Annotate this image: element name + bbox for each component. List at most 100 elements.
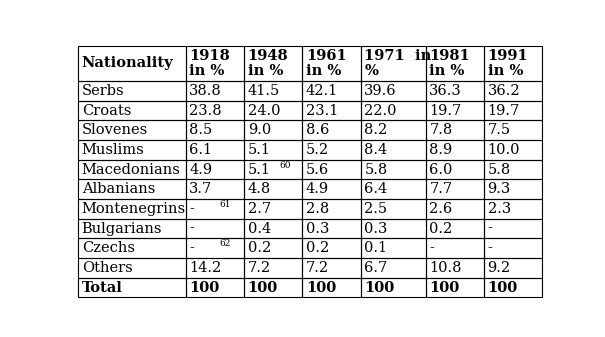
Bar (78, 45, 186, 81)
Bar (361, 179, 425, 199)
Text: 0.2: 0.2 (247, 241, 271, 255)
Bar (244, 160, 302, 179)
Bar (425, 140, 484, 160)
Bar (361, 238, 425, 258)
Bar (425, 101, 484, 120)
Bar (186, 81, 244, 101)
Bar (484, 140, 542, 160)
Text: 5.1: 5.1 (247, 162, 270, 177)
Text: 42.1: 42.1 (306, 84, 338, 98)
Text: 100: 100 (364, 280, 394, 295)
Text: 0.2: 0.2 (430, 221, 453, 236)
Bar (484, 101, 542, 120)
Text: 5.8: 5.8 (364, 162, 388, 177)
Bar (484, 238, 542, 258)
Text: 19.7: 19.7 (488, 103, 520, 118)
Text: in %: in % (488, 64, 523, 78)
Bar (244, 120, 302, 140)
Text: in %: in % (306, 64, 341, 78)
Text: 8.5: 8.5 (189, 123, 212, 137)
Bar (361, 219, 425, 238)
Bar (361, 258, 425, 278)
Text: 61: 61 (220, 200, 231, 209)
Bar (78, 140, 186, 160)
Bar (78, 160, 186, 179)
Text: Slovenes: Slovenes (82, 123, 148, 137)
Text: 23.8: 23.8 (189, 103, 222, 118)
Bar (302, 120, 361, 140)
Bar (361, 120, 425, 140)
Text: 1918: 1918 (189, 49, 230, 63)
Bar (186, 219, 244, 238)
Text: 1971  in: 1971 in (364, 49, 431, 63)
Text: in %: in % (247, 64, 283, 78)
Bar (186, 258, 244, 278)
Bar (78, 120, 186, 140)
Text: -: - (488, 221, 492, 236)
Bar (361, 45, 425, 81)
Bar (186, 101, 244, 120)
Bar (186, 278, 244, 297)
Bar (302, 238, 361, 258)
Bar (425, 278, 484, 297)
Bar (302, 179, 361, 199)
Bar (78, 101, 186, 120)
Text: Czechs: Czechs (82, 241, 135, 255)
Text: 4.9: 4.9 (189, 162, 212, 177)
Bar (302, 81, 361, 101)
Text: 8.4: 8.4 (364, 143, 388, 157)
Text: 24.0: 24.0 (247, 103, 280, 118)
Bar (484, 45, 542, 81)
Text: Nationality: Nationality (82, 56, 174, 70)
Text: 9.0: 9.0 (247, 123, 271, 137)
Text: 5.1: 5.1 (247, 143, 270, 157)
Text: 0.3: 0.3 (306, 221, 329, 236)
Bar (484, 81, 542, 101)
Text: Albanians: Albanians (82, 182, 155, 196)
Text: 10.0: 10.0 (488, 143, 520, 157)
Bar (244, 81, 302, 101)
Text: Others: Others (82, 261, 132, 275)
Text: 6.7: 6.7 (364, 261, 388, 275)
Bar (244, 45, 302, 81)
Bar (425, 45, 484, 81)
Text: 7.2: 7.2 (247, 261, 271, 275)
Text: Total: Total (82, 280, 123, 295)
Text: 8.9: 8.9 (430, 143, 453, 157)
Text: 1991: 1991 (488, 49, 528, 63)
Bar (186, 238, 244, 258)
Text: 5.2: 5.2 (306, 143, 329, 157)
Text: 41.5: 41.5 (247, 84, 280, 98)
Bar (244, 278, 302, 297)
Text: 0.2: 0.2 (306, 241, 329, 255)
Bar (244, 140, 302, 160)
Text: 36.2: 36.2 (488, 84, 520, 98)
Text: 36.3: 36.3 (430, 84, 462, 98)
Bar (244, 238, 302, 258)
Bar (78, 238, 186, 258)
Bar (302, 199, 361, 219)
Bar (361, 160, 425, 179)
Bar (425, 160, 484, 179)
Bar (361, 199, 425, 219)
Bar (186, 45, 244, 81)
Text: -: - (430, 241, 434, 255)
Text: 7.2: 7.2 (306, 261, 329, 275)
Text: Croats: Croats (82, 103, 131, 118)
Bar (78, 81, 186, 101)
Bar (484, 179, 542, 199)
Text: in %: in % (189, 64, 224, 78)
Bar (244, 179, 302, 199)
Text: Bulgarians: Bulgarians (82, 221, 162, 236)
Text: 2.6: 2.6 (430, 202, 453, 216)
Bar (78, 278, 186, 297)
Bar (78, 219, 186, 238)
Bar (244, 219, 302, 238)
Text: 5.6: 5.6 (306, 162, 329, 177)
Bar (484, 120, 542, 140)
Bar (302, 219, 361, 238)
Bar (425, 120, 484, 140)
Bar (361, 101, 425, 120)
Text: 10.8: 10.8 (430, 261, 462, 275)
Text: 6.0: 6.0 (430, 162, 453, 177)
